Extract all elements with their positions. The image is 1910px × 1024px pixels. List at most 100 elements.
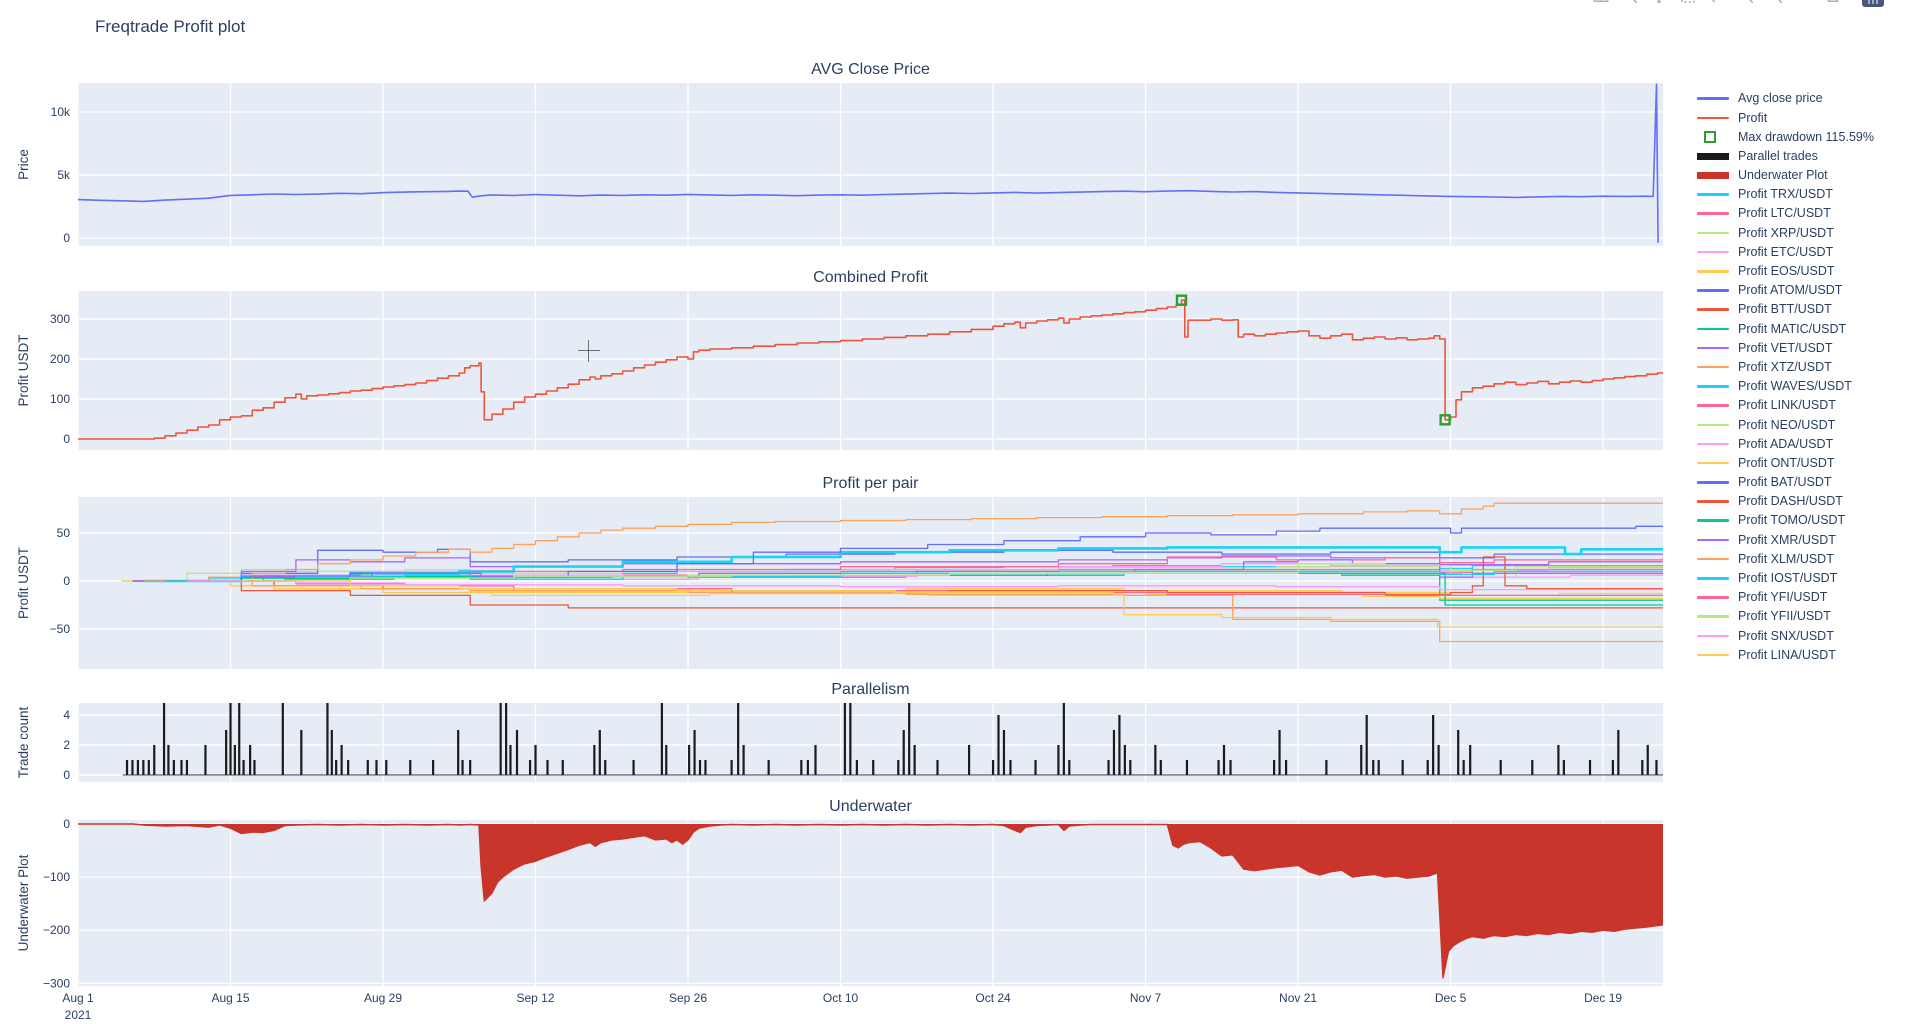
parallel-trades-bar <box>1469 744 1472 775</box>
line-swatch <box>1697 308 1729 311</box>
legend-label: Profit BAT/USDT <box>1738 475 1832 490</box>
parallel-trades-bar <box>742 744 745 775</box>
legend-entry-profit-trx-usdt[interactable]: Profit TRX/USDT <box>1697 185 1874 204</box>
legend-entry-profit-yfi-usdt[interactable]: Profit YFI/USDT <box>1697 588 1874 607</box>
legend-label: Profit EOS/USDT <box>1738 264 1835 279</box>
parallel-trades-bar <box>561 759 564 775</box>
parallel-trades-bar <box>800 759 803 775</box>
legend-entry-profit-iost-usdt[interactable]: Profit IOST/USDT <box>1697 569 1874 588</box>
line-swatch <box>1697 270 1729 273</box>
x-tick-label: Dec 19 <box>1584 991 1622 1005</box>
legend-entry-profit-xlm-usdt[interactable]: Profit XLM/USDT <box>1697 550 1874 569</box>
legend-entry-profit-atom-usdt[interactable]: Profit ATOM/USDT <box>1697 281 1874 300</box>
x-tick-label: Aug 15 <box>211 991 249 1005</box>
parallel-trades-bar <box>1457 729 1460 775</box>
legend-entry-profit-xtz-usdt[interactable]: Profit XTZ/USDT <box>1697 358 1874 377</box>
zoom-out-icon[interactable] <box>1766 0 1784 7</box>
camera-icon[interactable] <box>1592 0 1610 7</box>
parallel-trades-bar <box>385 759 388 775</box>
legend-entry-profit-ltc-usdt[interactable]: Profit LTC/USDT <box>1697 204 1874 223</box>
legend-entry-profit-link-usdt[interactable]: Profit LINK/USDT <box>1697 396 1874 415</box>
legend-entry-profit-xmr-usdt[interactable]: Profit XMR/USDT <box>1697 530 1874 549</box>
y-tick-label: 50 <box>57 526 71 540</box>
parallel-trades-bar <box>457 729 460 775</box>
legend-label: Profit ETC/USDT <box>1738 244 1834 259</box>
max-drawdown-marker <box>1175 294 1188 306</box>
subplot-title: AVG Close Price <box>811 61 930 78</box>
parallel-trades-bar <box>509 744 512 775</box>
legend-entry-profit-etc-usdt[interactable]: Profit ETC/USDT <box>1697 243 1874 262</box>
legend-entry-profit-ont-usdt[interactable]: Profit ONT/USDT <box>1697 454 1874 473</box>
parallel-trades-bar <box>855 759 858 775</box>
series-underwater-plot <box>78 823 1663 979</box>
lasso-icon[interactable] <box>1708 0 1726 7</box>
legend-entry-profit-eos-usdt[interactable]: Profit EOS/USDT <box>1697 262 1874 281</box>
legend-entry-avg-close-price[interactable]: Avg close price <box>1697 89 1874 108</box>
parallel-trades-bar <box>1009 759 1012 775</box>
legend-label: Profit MATIC/USDT <box>1738 321 1847 336</box>
parallel-trades-bar <box>375 759 378 775</box>
x-tick-label: Dec 5 <box>1435 991 1467 1005</box>
parallel-trades-bar <box>598 729 601 775</box>
legend-entry-profit-yfii-usdt[interactable]: Profit YFII/USDT <box>1697 607 1874 626</box>
parallel-trades-bar <box>1562 759 1565 775</box>
underwater-fill <box>78 824 1663 978</box>
x-tick-label: Oct 10 <box>823 991 859 1005</box>
series-profit-matic-usdt <box>132 572 1663 601</box>
parallel-trades-bar <box>806 759 809 775</box>
legend-entry-profit-dash-usdt[interactable]: Profit DASH/USDT <box>1697 492 1874 511</box>
line-swatch <box>1697 97 1729 100</box>
legend-label: Profit XLM/USDT <box>1738 551 1834 566</box>
legend-entry-profit-lina-usdt[interactable]: Profit LINA/USDT <box>1697 645 1874 664</box>
parallel-trades-bar <box>730 759 733 775</box>
legend-entry-profit-btt-usdt[interactable]: Profit BTT/USDT <box>1697 300 1874 319</box>
line-swatch <box>1697 346 1729 350</box>
legend-entry-profit-matic-usdt[interactable]: Profit MATIC/USDT <box>1697 319 1874 338</box>
legend-entry-profit-snx-usdt[interactable]: Profit SNX/USDT <box>1697 626 1874 645</box>
plot-area[interactable] <box>78 83 1663 246</box>
legend-entry-profit-vet-usdt[interactable]: Profit VET/USDT <box>1697 338 1874 357</box>
legend-entry-profit-waves-usdt[interactable]: Profit WAVES/USDT <box>1697 377 1874 396</box>
legend-label: Profit XMR/USDT <box>1738 532 1836 547</box>
max-drawdown-marker <box>1439 414 1451 426</box>
legend-entry-profit[interactable]: Profit <box>1697 108 1874 127</box>
plotly-logo-icon[interactable] <box>1862 0 1884 7</box>
parallel-trades-bar <box>1437 744 1440 775</box>
legend-label: Parallel trades <box>1738 148 1818 163</box>
parallel-trades-bar <box>300 729 303 775</box>
y-tick-label: 300 <box>50 312 70 326</box>
legend-label: Profit VET/USDT <box>1738 340 1833 355</box>
parallel-trades-bar <box>242 759 245 775</box>
zoom-icon[interactable] <box>1621 0 1639 7</box>
parallel-trades-bar <box>767 759 770 775</box>
legend-entry-profit-tomo-usdt[interactable]: Profit TOMO/USDT <box>1697 511 1874 530</box>
parallel-trades-bar <box>913 744 916 775</box>
series-profit-atom-usdt <box>132 548 1663 582</box>
plot-area[interactable] <box>78 291 1663 450</box>
legend-label: Profit YFI/USDT <box>1738 590 1828 605</box>
parallel-trades-bar <box>1002 729 1006 775</box>
series-profit-lina-usdt <box>241 580 1663 628</box>
parallel-trades-bar <box>1284 759 1288 775</box>
reset-axes-icon[interactable] <box>1824 0 1842 7</box>
parallel-trades-bar <box>238 703 241 775</box>
legend-entry-profit-neo-usdt[interactable]: Profit NEO/USDT <box>1697 415 1874 434</box>
parallel-trades-bar <box>1365 714 1368 775</box>
parallel-trades-bar <box>366 759 369 775</box>
legend-entry-max-drawdown-115-59-[interactable]: Max drawdown 115.59% <box>1697 127 1874 146</box>
legend-label: Profit DASH/USDT <box>1738 494 1843 509</box>
legend-entry-underwater-plot[interactable]: Underwater Plot <box>1697 166 1874 185</box>
legend-entry-profit-xrp-usdt[interactable]: Profit XRP/USDT <box>1697 223 1874 242</box>
line-swatch <box>1697 404 1729 407</box>
legend-entry-parallel-trades[interactable]: Parallel trades <box>1697 147 1874 166</box>
legend-entry-profit-ada-usdt[interactable]: Profit ADA/USDT <box>1697 434 1874 453</box>
legend-entry-profit-bat-usdt[interactable]: Profit BAT/USDT <box>1697 473 1874 492</box>
parallel-trades-bar <box>1646 744 1649 775</box>
y-tick-label: 0 <box>63 817 70 831</box>
parallel-trades-bar <box>225 729 228 775</box>
line-swatch <box>1697 250 1729 254</box>
zoom-in-icon[interactable] <box>1737 0 1755 7</box>
legend-label: Profit TOMO/USDT <box>1738 513 1846 528</box>
